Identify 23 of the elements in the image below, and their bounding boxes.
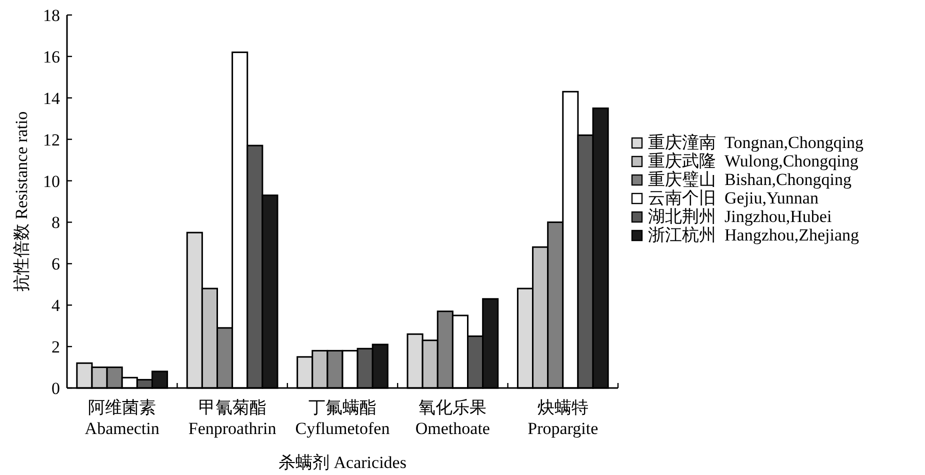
x-tick-label: 阿维菌素 Abamectin (84, 398, 160, 438)
x-tick-label: 氧化乐果 Omethoate (415, 398, 490, 438)
y-tick-label: 16 (43, 47, 60, 66)
y-tick-label: 4 (52, 296, 60, 316)
legend-label: 湖北荆州 Jingzhou,Hubei (648, 207, 832, 226)
y-tick-label: 8 (52, 213, 60, 232)
y-tick-label: 12 (43, 130, 60, 150)
legend-label: 重庆潼南 Tongnan,Chongqing (648, 133, 864, 152)
x-tick-label: 丁氟螨酯 Cyflumetofen (295, 398, 390, 438)
y-tick-label: 14 (43, 88, 60, 108)
y-tick-label: 0 (52, 379, 60, 398)
x-tick-label: 炔螨特 Propargite (528, 398, 598, 438)
y-tick-label: 2 (52, 338, 60, 357)
legend-label: 浙江杭州 Hangzhou,Zhejiang (648, 226, 860, 244)
y-tick-label: 6 (52, 254, 60, 274)
y-axis-title: 抗性倍数 Resistance ratio (12, 111, 31, 292)
legend-label: 云南个旧 Gejiu,Yunnan (648, 188, 819, 208)
y-tick-label: 18 (43, 6, 60, 25)
y-tick-label: 10 (43, 172, 60, 191)
x-tick-label: 甲氰菊酯 Fenproathrin (188, 398, 277, 438)
x-axis-title: 杀螨剂 Acaricides (278, 453, 406, 472)
legend-label: 重庆武隆 Wulong,Chongqing (648, 152, 859, 170)
legend-label: 重庆璧山 Bishan,Chongqing (648, 170, 852, 189)
